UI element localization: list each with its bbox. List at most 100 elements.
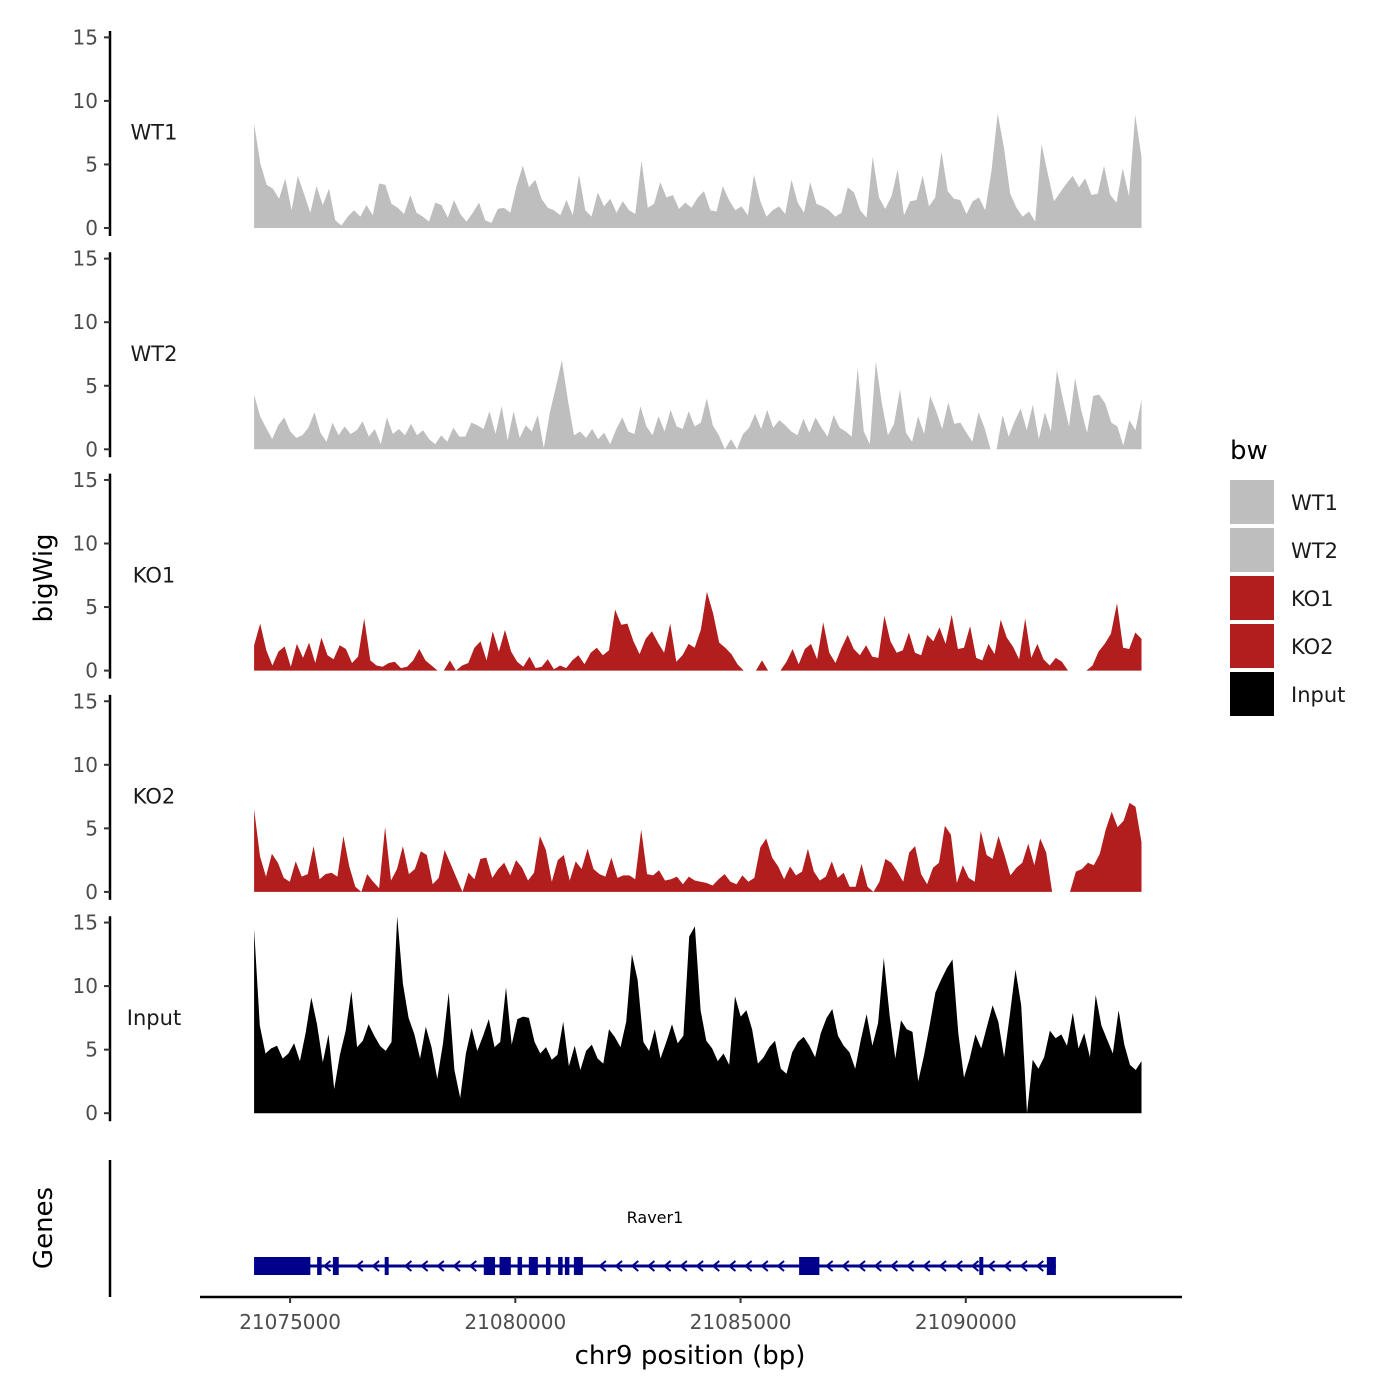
strand-arrow: [452, 1260, 461, 1272]
y-tick-label: 5: [85, 1038, 98, 1062]
strand-arrow: [889, 1260, 899, 1272]
legend-label-input: Input: [1291, 683, 1345, 707]
exon: [979, 1257, 984, 1275]
area-ko1: [254, 591, 1142, 671]
y-tick-label: 5: [85, 595, 98, 619]
strand-arrow: [630, 1260, 639, 1272]
y-tick-label: 15: [73, 689, 98, 713]
panel-wt2: 0 5 10 15 WT2: [73, 247, 1142, 461]
genes-axis-title: Genes: [29, 1187, 59, 1269]
x-axis-title: chr9 position (bp): [575, 1341, 806, 1371]
strand-arrow: [436, 1260, 445, 1272]
x-tick-label: 21085000: [690, 1310, 792, 1334]
strand-arrow: [322, 1260, 332, 1272]
area-wt2: [254, 360, 1142, 450]
legend-swatch-input: [1230, 672, 1274, 716]
strand-arrow: [663, 1260, 672, 1272]
y-tick-label: 15: [73, 468, 98, 492]
gene-name-label: Raver1: [627, 1208, 684, 1227]
exon: [558, 1257, 563, 1275]
exon: [254, 1257, 311, 1275]
y-tick-label: 15: [73, 911, 98, 935]
strand-arrow: [711, 1260, 720, 1272]
strand-arrow: [744, 1260, 753, 1272]
strand-arrow: [970, 1260, 980, 1272]
area-input: [254, 916, 1142, 1114]
legend-label-wt1: WT1: [1291, 491, 1338, 515]
strand-arrow: [355, 1260, 364, 1272]
strand-arrow: [922, 1260, 931, 1272]
exon: [799, 1257, 820, 1275]
legend-title: bw: [1230, 436, 1268, 466]
signal-panels: 0 5 10 15 WT1 0 5 10 15 WT2 0 5 10 15 KO1 0 5 10 15 KO2 0 5 10…: [73, 25, 1142, 1125]
strand-arrow: [695, 1260, 704, 1272]
panel-ko2: 0 5 10 15 KO2: [73, 689, 1142, 904]
exon: [573, 1257, 583, 1275]
track-label: Input: [127, 1006, 181, 1030]
strand-arrow: [760, 1260, 769, 1272]
strand-arrow: [776, 1260, 785, 1272]
strand-arrow: [1035, 1260, 1044, 1272]
strand-arrow: [841, 1260, 850, 1272]
exon: [332, 1257, 339, 1275]
y-tick-label: 5: [85, 152, 98, 176]
strand-arrow: [371, 1260, 380, 1272]
legend-label-wt2: WT2: [1291, 539, 1338, 563]
legend: bw WT1 WT2 KO1 KO2 Input: [1230, 436, 1345, 716]
y-tick-label: 10: [73, 974, 98, 998]
strand-arrow: [954, 1260, 963, 1272]
strand-arrow: [873, 1260, 882, 1272]
y-tick-label: 0: [85, 1101, 98, 1125]
y-tick-label: 0: [85, 216, 98, 240]
panel-input: 0 5 10 15 Input: [73, 911, 1142, 1125]
panel-ko1: 0 5 10 15 KO1: [73, 468, 1142, 683]
y-tick-label: 10: [73, 753, 98, 777]
x-axis: 21075000 21080000 21085000 21090000: [200, 1295, 1182, 1334]
y-tick-label: 15: [73, 247, 98, 271]
gene-panel: Raver1: [108, 1160, 1056, 1297]
panel-wt1: 0 5 10 15 WT1: [73, 25, 1142, 240]
y-tick-label: 0: [85, 437, 98, 461]
track-label: KO2: [133, 785, 176, 809]
x-tick-label: 21090000: [915, 1310, 1017, 1334]
strand-arrow: [1019, 1260, 1028, 1272]
x-tick-label: 21075000: [239, 1310, 341, 1334]
y-tick-label: 10: [73, 89, 98, 113]
track-label: WT1: [131, 121, 178, 145]
exon: [517, 1257, 523, 1275]
y-tick-label: 0: [85, 659, 98, 683]
legend-swatch-ko1: [1230, 576, 1274, 620]
y-tick-label: 10: [73, 310, 98, 334]
strand-arrow: [646, 1260, 656, 1272]
legend-label-ko1: KO1: [1291, 587, 1334, 611]
x-tick-label: 21080000: [464, 1310, 566, 1334]
exon: [528, 1257, 538, 1275]
area-wt1: [254, 113, 1142, 228]
exon: [1046, 1257, 1056, 1275]
strand-arrow: [727, 1260, 737, 1272]
strand-arrow: [938, 1260, 947, 1272]
y-tick-label: 10: [73, 532, 98, 556]
strand-arrow: [598, 1260, 607, 1272]
y-tick-label: 5: [85, 374, 98, 398]
exon: [499, 1257, 511, 1275]
strand-arrow: [1003, 1260, 1012, 1272]
strand-arrow: [614, 1260, 623, 1272]
strand-arrow: [857, 1260, 866, 1272]
strand-arrow: [679, 1260, 688, 1272]
track-label: WT2: [131, 342, 178, 366]
strand-arrow: [987, 1260, 996, 1272]
legend-swatch-wt1: [1230, 480, 1274, 524]
exon: [564, 1257, 570, 1275]
legend-swatch-wt2: [1230, 528, 1274, 572]
strand-arrow: [420, 1260, 429, 1272]
y-tick-label: 0: [85, 880, 98, 904]
y-tick-label: 15: [73, 25, 98, 49]
exon: [317, 1257, 322, 1275]
strand-arrow: [906, 1260, 915, 1272]
strand-arrow: [825, 1260, 834, 1272]
y-axis-title: bigWig: [29, 533, 59, 622]
y-tick-label: 5: [85, 816, 98, 840]
exon: [483, 1257, 496, 1275]
